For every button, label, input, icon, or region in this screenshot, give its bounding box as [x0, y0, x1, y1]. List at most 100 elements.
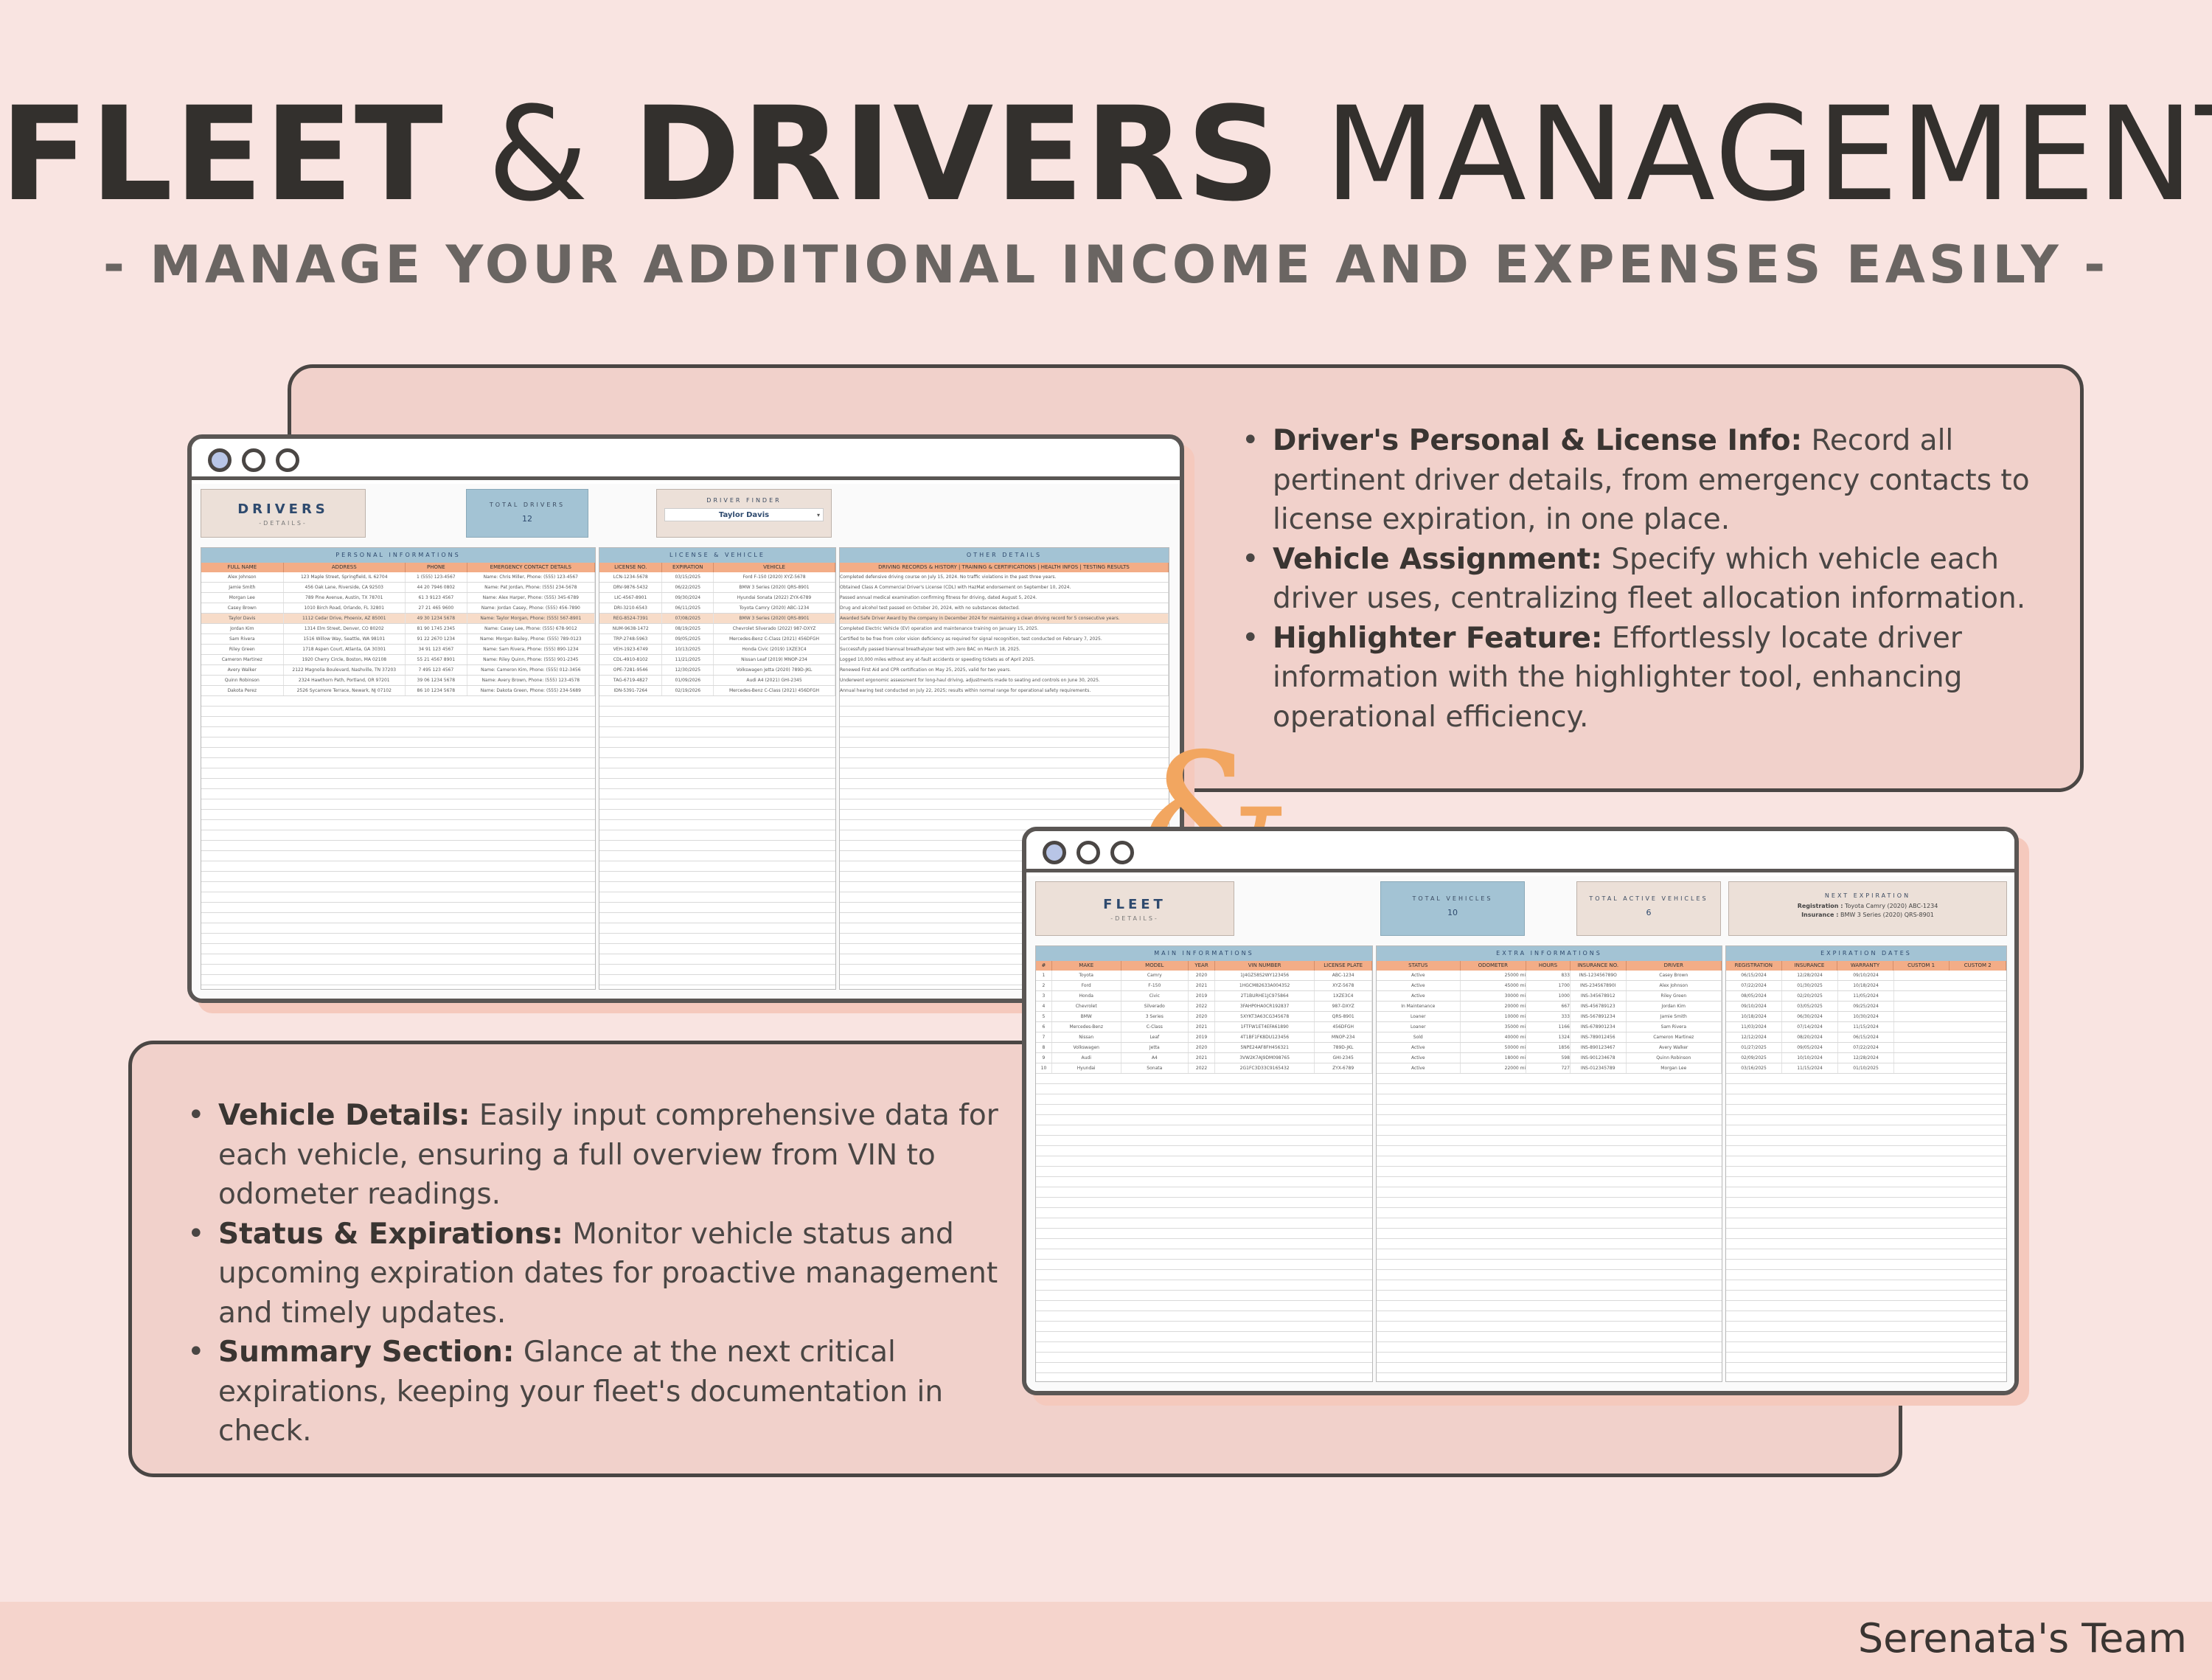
col-custom-1[interactable]: CUSTOM 1 [1893, 961, 1950, 971]
table-cell[interactable]: 3 Series [1121, 1012, 1189, 1021]
table-cell[interactable]: 3VW2K7AJ9DM098765 [1215, 1053, 1315, 1063]
table-cell[interactable]: ZYX-6789 [1315, 1063, 1372, 1073]
table-row[interactable]: LCN-1234-5678 03/15/2025 Ford F-150 (2020)… [599, 572, 835, 583]
table-cell[interactable]: 06/22/2025 [662, 583, 714, 592]
table-row[interactable]: LIC-4567-8901 09/30/2024 Hyundai Sonata (2… [599, 593, 835, 603]
table-cell[interactable]: Awarded Safe Driver Award by the company… [840, 614, 1169, 623]
table-row[interactable]: 02/09/2025 10/10/2024 12/28/2024 [1726, 1053, 2006, 1063]
table-cell[interactable]: 1XZE3C4 [1315, 991, 1372, 1001]
table-row[interactable]: 2 Ford F-150 2021 1HGCM82633A004352 XYZ-5678 [1036, 981, 1372, 991]
col-year[interactable]: YEAR [1189, 961, 1215, 971]
table-cell[interactable]: 1324 [1526, 1032, 1571, 1042]
table-cell[interactable]: 5NPE24AF8FH456321 [1215, 1043, 1315, 1052]
table-row[interactable]: 3 Honda Civic 2019 2T1BURHE1JC975864 1XZE3C4 [1036, 991, 1372, 1002]
table-cell[interactable]: GHI-2345 [1315, 1053, 1372, 1063]
table-row[interactable]: 03/16/2025 11/15/2024 01/10/2025 [1726, 1063, 2006, 1074]
table-cell[interactable]: INS-901234678 [1571, 1053, 1627, 1063]
table-cell[interactable]: 45000 mi [1461, 981, 1527, 990]
table-cell[interactable]: Active [1377, 971, 1461, 980]
table-cell[interactable]: 06/15/2024 [1726, 971, 1782, 980]
table-row[interactable]: Jamie Smith 456 Oak Lane, Riverside, CA 9… [201, 583, 595, 593]
table-cell[interactable]: 30000 mi [1461, 991, 1527, 1001]
table-cell[interactable]: Silverado [1121, 1002, 1189, 1011]
table-cell[interactable]: 2019 [1189, 1032, 1215, 1042]
table-cell[interactable]: 9 [1036, 1053, 1052, 1063]
table-cell[interactable]: 11/05/2024 [1838, 991, 1894, 1001]
table-row[interactable]: Underwent ergonomic assessment for long-… [840, 676, 1169, 686]
table-cell[interactable]: Ford [1052, 981, 1121, 990]
window-dot-icon[interactable] [242, 448, 265, 472]
table-cell[interactable]: Avery Walker [1627, 1043, 1722, 1052]
col-vehicle[interactable]: VEHICLE [714, 563, 835, 572]
table-cell[interactable]: 1920 Cherry Circle, Boston, MA 02108 [284, 655, 406, 664]
table-cell[interactable]: 667 [1526, 1002, 1571, 1011]
col-model[interactable]: MODEL [1121, 961, 1189, 971]
table-cell[interactable]: 10 [1036, 1063, 1052, 1073]
table-cell[interactable]: INS-123456789O [1571, 971, 1627, 980]
table-row[interactable]: Successfully passed biannual breathalyze… [840, 645, 1169, 655]
table-cell[interactable]: 727 [1526, 1063, 1571, 1073]
table-cell[interactable]: 06/15/2024 [1838, 1032, 1894, 1042]
driver-finder-select[interactable]: Taylor Davis ▾ [664, 508, 824, 521]
table-cell[interactable]: Logged 10,000 miles without any at-fault… [840, 655, 1169, 664]
window-dot-icon[interactable] [208, 448, 232, 472]
window-dot-icon[interactable] [1077, 841, 1100, 864]
table-row[interactable]: 1 Toyota Camry 2020 1J4GZ58S2WY123456 ABC-123… [1036, 971, 1372, 981]
table-cell[interactable]: 987-DXYZ [1315, 1002, 1372, 1011]
table-cell[interactable]: Hyundai [1052, 1063, 1121, 1073]
table-cell[interactable]: F-150 [1121, 981, 1189, 990]
table-cell[interactable]: TAG-6719-4827 [599, 676, 663, 685]
table-cell[interactable]: XYZ-5678 [1315, 981, 1372, 990]
table-cell[interactable]: In Maintenance [1377, 1002, 1461, 1011]
table-row[interactable]: 08/05/2024 02/20/2025 11/05/2024 [1726, 991, 2006, 1002]
table-cell[interactable]: Sonata [1121, 1063, 1189, 1073]
col-hours[interactable]: HOURS [1526, 961, 1571, 971]
table-cell[interactable]: 456DFGH [1315, 1022, 1372, 1032]
table-cell[interactable]: OPE-7281-9546 [599, 665, 663, 675]
table-cell[interactable]: INS-567891234 [1571, 1012, 1627, 1021]
table-cell[interactable]: Camry [1121, 971, 1189, 980]
table-row[interactable]: 01/27/2025 09/05/2024 07/22/2024 [1726, 1043, 2006, 1053]
table-cell[interactable]: 50000 mi [1461, 1043, 1527, 1052]
dropdown-arrow-icon[interactable]: ▾ [816, 512, 820, 518]
table-cell[interactable]: Name: Sam Rivera, Phone: (555) 890-1234 [467, 645, 595, 654]
table-cell[interactable]: 40000 mi [1461, 1032, 1527, 1042]
table-cell[interactable]: 1 [1036, 971, 1052, 980]
table-cell[interactable]: 8 [1036, 1043, 1052, 1052]
table-cell[interactable]: 06/30/2024 [1782, 1012, 1838, 1021]
table-cell[interactable]: Chevrolet [1052, 1002, 1121, 1011]
table-cell[interactable]: Alex Johnson [1627, 981, 1722, 990]
table-row[interactable]: Alex Johnson 123 Maple Street, Springfiel… [201, 572, 595, 583]
table-cell[interactable]: 12/28/2024 [1782, 971, 1838, 980]
table-row[interactable]: IDN-5391-7264 02/19/2026 Mercedes-Benz C-C… [599, 686, 835, 696]
table-cell[interactable]: DRV-9876-5432 [599, 583, 663, 592]
table-cell[interactable]: Cameron Martinez [201, 655, 284, 664]
table-cell[interactable]: NUM-9638-1472 [599, 624, 663, 634]
table-row[interactable]: 11/03/2024 07/14/2024 11/15/2024 [1726, 1022, 2006, 1032]
table-cell[interactable]: 09/05/2025 [662, 634, 714, 644]
table-cell[interactable]: 2020 [1189, 1012, 1215, 1021]
table-cell[interactable]: 1718 Aspen Court, Atlanta, GA 30301 [284, 645, 406, 654]
table-row[interactable]: DRV-9876-5432 06/22/2025 BMW 3 Series (202… [599, 583, 835, 593]
table-cell[interactable]: Casey Brown [201, 603, 284, 613]
table-cell[interactable]: 11/15/2024 [1782, 1063, 1838, 1073]
table-cell[interactable]: 7 495 123 4567 [406, 665, 467, 675]
table-cell[interactable]: 2019 [1189, 991, 1215, 1001]
table-cell[interactable]: MNOP-234 [1315, 1032, 1372, 1042]
table-cell[interactable]: 2022 [1189, 1002, 1215, 1011]
table-row[interactable]: Active 22000 mi 727 INS-012345789 Morgan Lee [1377, 1063, 1722, 1074]
table-cell[interactable]: 01/09/2026 [662, 676, 714, 685]
table-cell[interactable]: Honda Civic (2019) 1XZE3C4 [714, 645, 835, 654]
table-cell[interactable]: INS-678901234 [1571, 1022, 1627, 1032]
table-cell[interactable]: 4 [1036, 1002, 1052, 1011]
table-cell[interactable]: 10/18/2024 [1838, 981, 1894, 990]
table-cell[interactable]: Name: Jordan Casey, Phone: (555) 456-789… [467, 603, 595, 613]
table-cell[interactable]: Renewed First Aid and CPR certification … [840, 665, 1169, 675]
table-cell[interactable]: 02/09/2025 [1726, 1053, 1782, 1063]
table-row[interactable]: Loaner 35000 mi 1166 INS-678901234 Sam River… [1377, 1022, 1722, 1032]
table-cell[interactable]: 10/30/2024 [1838, 1012, 1894, 1021]
table-cell[interactable]: Riley Green [201, 645, 284, 654]
table-cell[interactable]: 1J4GZ58S2WY123456 [1215, 971, 1315, 980]
col-other-details[interactable]: DRIVING RECORDS & HISTORY | TRAINING & C… [840, 563, 1169, 572]
table-cell[interactable]: 1 (555) 123-4567 [406, 572, 467, 582]
